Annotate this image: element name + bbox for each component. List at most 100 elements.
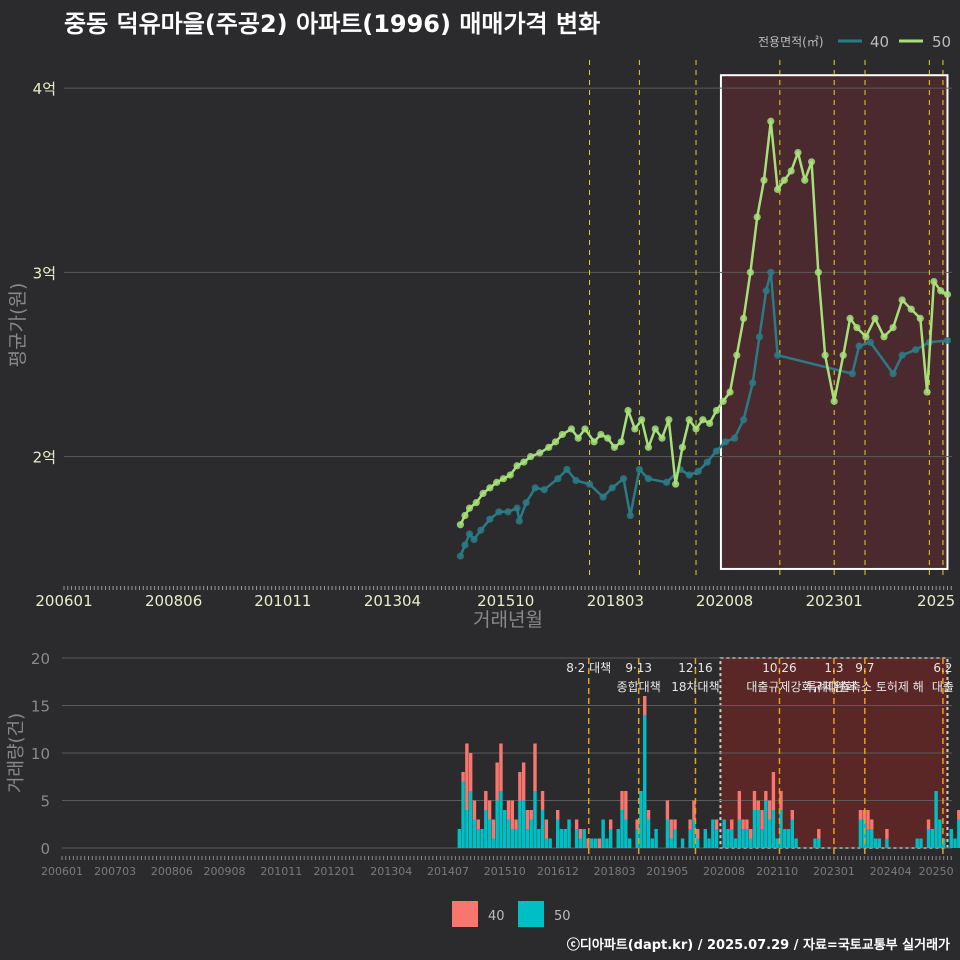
price-point-40 xyxy=(513,504,521,512)
volume-bar-50 xyxy=(692,819,696,848)
volume-bar-40 xyxy=(506,800,511,820)
volume-bar-50 xyxy=(533,791,537,848)
price-point-50 xyxy=(846,314,854,322)
price-point-50 xyxy=(706,419,714,428)
price-point-50 xyxy=(889,324,897,332)
price-point-50 xyxy=(558,430,566,439)
volume-date-tick-label: 201803 xyxy=(594,865,636,878)
price-point-50 xyxy=(486,484,494,492)
price-point-40 xyxy=(694,467,702,475)
volume-bar-40 xyxy=(643,696,647,715)
volume-bar-40 xyxy=(620,791,624,810)
volume-bar-50 xyxy=(590,838,594,848)
legend-label-40: 40 xyxy=(870,33,889,51)
price-point-50 xyxy=(590,438,598,446)
volume-bar-40 xyxy=(673,819,677,829)
volume-bar-50 xyxy=(714,829,719,848)
volume-bar-50 xyxy=(635,829,639,848)
price-point-50 xyxy=(871,314,879,322)
price-point-40 xyxy=(572,476,580,485)
volume-bar-50 xyxy=(525,829,530,848)
volume-bar-50 xyxy=(616,829,620,848)
volume-bar-50 xyxy=(468,791,473,848)
volume-date-tick-label: 202301 xyxy=(813,865,855,878)
date-tick-label: 200806 xyxy=(145,592,202,610)
price-point-50 xyxy=(520,458,528,466)
policy-annotation: 규제완화 xyxy=(812,680,856,694)
price-point-50 xyxy=(551,438,560,446)
volume-date-tick-label: 202404 xyxy=(870,865,912,878)
price-point-50 xyxy=(916,314,924,322)
volume-bar-50 xyxy=(518,800,522,848)
volume-bar-50 xyxy=(537,829,541,848)
volume-bar-40 xyxy=(957,810,960,820)
price-point-40 xyxy=(866,338,875,346)
volume-bar-50 xyxy=(563,829,567,848)
policy-annotation: 6.2 xyxy=(933,661,952,675)
price-point-40 xyxy=(762,287,770,295)
volume-tick-label: 0 xyxy=(40,840,50,858)
price-point-40 xyxy=(712,447,721,455)
price-point-50 xyxy=(597,430,605,439)
volume-tick-label: 10 xyxy=(31,745,50,763)
volume-bar-50 xyxy=(457,829,462,848)
price-point-50 xyxy=(853,324,861,332)
price-point-50 xyxy=(726,388,734,396)
date-tick-label: 202008 xyxy=(696,592,753,610)
volume-date-tick-label: 202110 xyxy=(756,865,798,878)
volume-date-tick-label: 200908 xyxy=(204,865,246,878)
price-point-50 xyxy=(780,176,788,184)
date-tick-label: 201510 xyxy=(477,592,534,610)
volume-bar-50 xyxy=(514,829,518,848)
price-point-40 xyxy=(739,416,748,424)
price-point-50 xyxy=(506,471,514,479)
chart-title: 중동 덕유마을(주공2) 아파트(1996) 매매가격 변화 xyxy=(64,10,601,38)
bottom-legend-label-50: 50 xyxy=(554,909,571,924)
volume-bar-40 xyxy=(487,800,492,820)
volume-bar-40 xyxy=(533,743,537,791)
price-point-50 xyxy=(638,416,646,424)
price-point-40 xyxy=(848,370,856,378)
volume-bar-40 xyxy=(858,810,863,820)
price-point-50 xyxy=(821,351,829,359)
volume-date-tick-label: 201510 xyxy=(484,865,526,878)
price-point-40 xyxy=(619,475,628,483)
volume-bar-40 xyxy=(521,762,526,801)
price-point-50 xyxy=(898,296,906,304)
volume-bar-40 xyxy=(510,800,515,829)
price-point-50 xyxy=(610,443,619,451)
volume-date-tick-label: 201905 xyxy=(646,865,688,878)
volume-bar-40 xyxy=(544,819,549,839)
volume-bar-50 xyxy=(726,829,730,848)
date-tick-label: 201803 xyxy=(587,592,644,610)
legend-title: 전용면적(㎡) xyxy=(758,35,824,49)
volume-bar-50 xyxy=(556,819,560,848)
volume-bar-40 xyxy=(518,772,522,801)
volume-bar-50 xyxy=(601,819,605,848)
price-point-50 xyxy=(624,406,632,415)
volume-bar-50 xyxy=(941,838,946,848)
volume-bar-50 xyxy=(540,810,545,848)
volume-bar-40 xyxy=(696,829,700,839)
price-point-50 xyxy=(712,406,721,415)
price-point-50 xyxy=(685,416,693,424)
price-point-50 xyxy=(814,268,822,276)
price-point-50 xyxy=(794,148,802,157)
price-point-50 xyxy=(807,158,816,166)
price-point-40 xyxy=(456,552,465,560)
price-point-50 xyxy=(760,176,768,184)
volume-bar-50 xyxy=(949,829,953,848)
volume-bar-50 xyxy=(873,838,878,848)
policy-annotation: 8·2 대책 xyxy=(566,660,611,675)
volume-bar-50 xyxy=(877,838,882,848)
price-point-40 xyxy=(515,517,523,525)
volume-bar-50 xyxy=(639,791,643,848)
volume-bar-40 xyxy=(692,800,696,820)
price-point-40 xyxy=(912,346,920,354)
price-point-50 xyxy=(513,462,521,470)
volume-date-tick-label: 202008 xyxy=(703,865,745,878)
bottom-legend-swatch-40 xyxy=(452,901,478,927)
volume-date-tick-label: 200703 xyxy=(94,865,136,878)
volume-bar-50 xyxy=(938,819,942,848)
volume-bar-50 xyxy=(510,829,515,848)
